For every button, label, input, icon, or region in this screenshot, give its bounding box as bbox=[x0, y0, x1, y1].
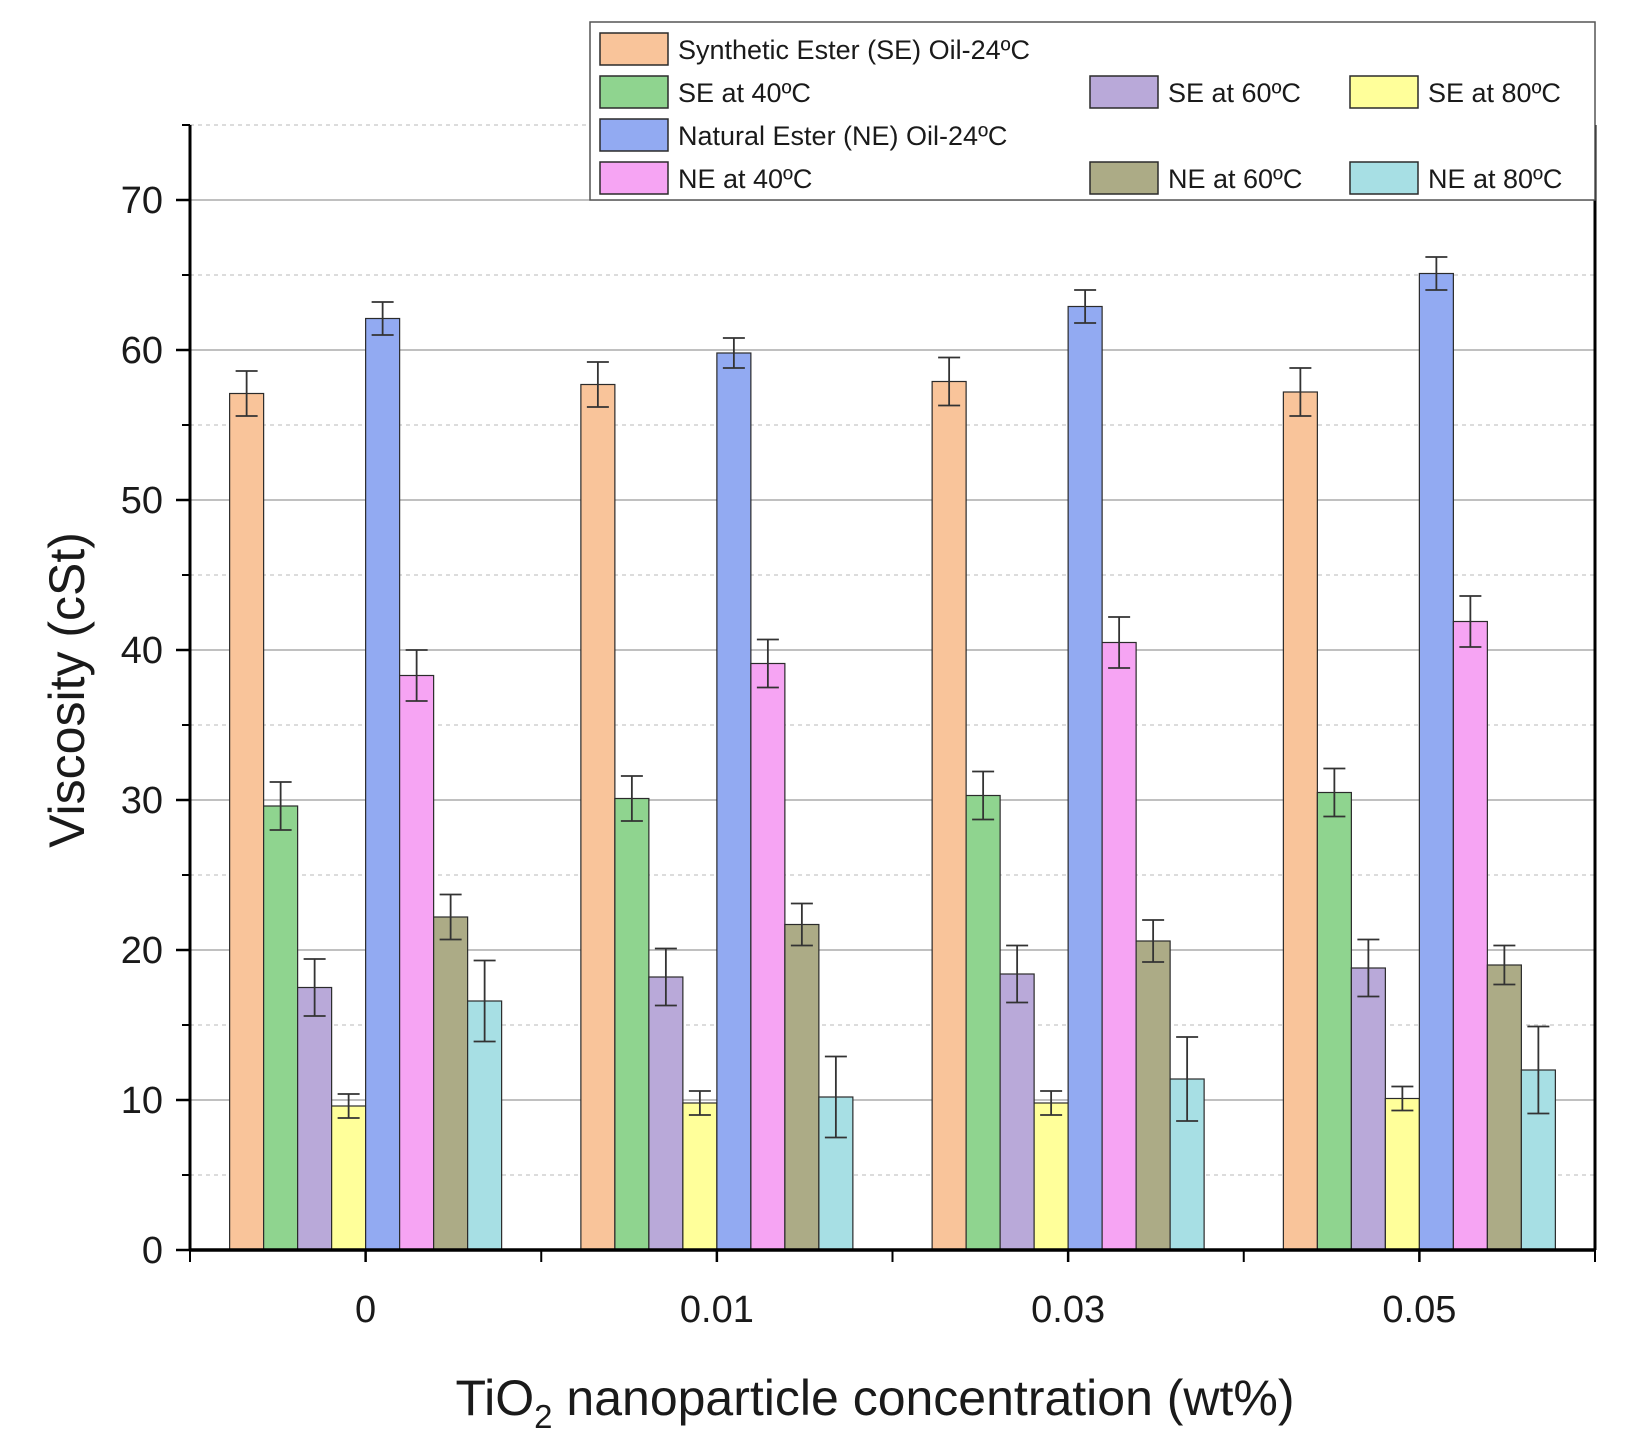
bar bbox=[965, 794, 1001, 1251]
bar bbox=[229, 392, 265, 1251]
y-tick-label: 0 bbox=[142, 1230, 163, 1272]
y-axis-title: Viscosity (cSt) bbox=[39, 532, 95, 848]
legend-swatch bbox=[1349, 161, 1419, 195]
bar bbox=[931, 380, 967, 1251]
y-tick-label: 70 bbox=[121, 180, 163, 222]
y-tick-label: 40 bbox=[121, 630, 163, 672]
x-axis-title-main: TiO bbox=[455, 1370, 534, 1426]
bar bbox=[784, 923, 820, 1251]
bars bbox=[229, 256, 1556, 1251]
legend-label: SE at 80ºC bbox=[1428, 78, 1561, 108]
legend: Synthetic Ester (SE) Oil-24ºC SE at 40ºC S… bbox=[589, 21, 1596, 201]
y-tick-label: 10 bbox=[121, 1080, 163, 1122]
bar bbox=[1282, 391, 1318, 1251]
bar bbox=[1384, 1097, 1420, 1251]
tick-labels: 0 0.01 0.03 0.05 0 10 20 30 40 50 60 70 bbox=[121, 180, 1457, 1331]
bar bbox=[263, 805, 299, 1251]
x-tick-label: 0 bbox=[355, 1289, 376, 1331]
bar bbox=[399, 674, 435, 1251]
x-tick-label: 0.03 bbox=[1031, 1289, 1105, 1331]
legend-swatch bbox=[599, 161, 669, 195]
legend-label: NE at 60ºC bbox=[1168, 164, 1302, 194]
y-tick-label: 60 bbox=[121, 330, 163, 372]
bar bbox=[999, 973, 1035, 1251]
y-tick-label: 30 bbox=[121, 780, 163, 822]
legend-label: SE at 60ºC bbox=[1168, 78, 1301, 108]
x-tick-label: 0.01 bbox=[680, 1289, 754, 1331]
bar bbox=[682, 1102, 718, 1251]
bar bbox=[297, 986, 333, 1251]
bar bbox=[1101, 641, 1137, 1251]
bar bbox=[1067, 305, 1103, 1251]
bar bbox=[1135, 940, 1171, 1251]
legend-label: NE at 80ºC bbox=[1428, 164, 1562, 194]
legend-swatch bbox=[1089, 75, 1159, 109]
bar bbox=[580, 383, 616, 1251]
legend-swatch bbox=[1089, 161, 1159, 195]
x-axis-title-subscript: 2 bbox=[534, 1398, 552, 1435]
bar bbox=[648, 976, 684, 1251]
bar bbox=[433, 916, 469, 1251]
legend-swatch bbox=[599, 75, 669, 109]
x-axis-title-rest: nanoparticle concentration (wt%) bbox=[553, 1370, 1295, 1426]
legend-label: NE at 40ºC bbox=[678, 164, 812, 194]
bar bbox=[614, 797, 650, 1251]
bar bbox=[1033, 1102, 1069, 1251]
bar bbox=[1350, 967, 1386, 1251]
bar bbox=[1316, 791, 1352, 1251]
axes bbox=[176, 124, 1597, 1262]
y-tick-label: 20 bbox=[121, 930, 163, 972]
legend-swatch bbox=[599, 32, 669, 66]
legend-label: Synthetic Ester (SE) Oil-24ºC bbox=[678, 35, 1030, 65]
bar bbox=[716, 352, 752, 1251]
legend-swatch bbox=[599, 118, 669, 152]
bar bbox=[750, 662, 786, 1251]
legend-swatch bbox=[1349, 75, 1419, 109]
bar bbox=[1418, 272, 1454, 1251]
x-tick-label: 0.05 bbox=[1382, 1289, 1456, 1331]
bar bbox=[331, 1105, 367, 1251]
y-tick-label: 50 bbox=[121, 480, 163, 522]
bar bbox=[467, 1000, 503, 1251]
bar bbox=[1452, 620, 1488, 1251]
bar bbox=[1486, 964, 1522, 1251]
bar bbox=[365, 317, 401, 1251]
x-axis-title: TiO2 nanoparticle concentration (wt%) bbox=[455, 1370, 1294, 1435]
legend-label: SE at 40ºC bbox=[678, 78, 811, 108]
legend-label: Natural Ester (NE) Oil-24ºC bbox=[678, 121, 1007, 151]
